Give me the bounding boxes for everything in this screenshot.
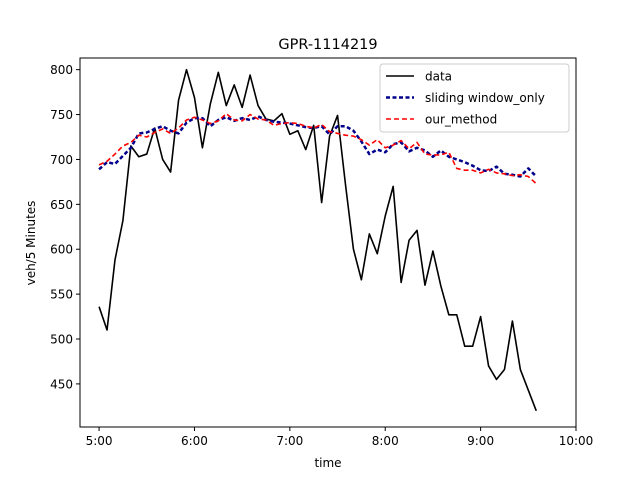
legend: data sliding window_only our_method [379, 63, 570, 133]
y-tick-label: 650 [50, 198, 73, 212]
y-tick-label: 550 [50, 288, 73, 302]
y-tick-label: 800 [50, 63, 73, 77]
y-tick-label: 450 [50, 377, 73, 391]
legend-label: our_method [425, 113, 497, 127]
x-tick-label: 6:00 [181, 434, 208, 448]
legend-box [379, 63, 570, 133]
series-line-data [98, 68, 538, 412]
x-tick-label: 7:00 [276, 434, 303, 448]
y-tick-label: 700 [50, 153, 73, 167]
chart-title: GPR-1114219 [278, 37, 377, 53]
x-tick-label: 10:00 [559, 434, 594, 448]
axes-frame [79, 57, 577, 428]
legend-label: data [425, 70, 452, 84]
y-tick-label: 750 [50, 108, 73, 122]
series-layer [98, 68, 538, 412]
legend-label: sliding window_only [425, 91, 545, 105]
y-axis-ticks: 450 500 550 600 650 700 750 800 [50, 63, 80, 391]
plot-area [79, 57, 577, 428]
legend-entries: data sliding window_only our_method [386, 70, 545, 127]
series-line-sliding-window-only [98, 115, 538, 178]
x-axis-ticks: 5:00 6:00 7:00 8:00 9:00 10:00 [86, 427, 594, 448]
y-tick-label: 500 [50, 333, 73, 347]
x-axis-title: time [314, 456, 341, 470]
x-tick-label: 8:00 [372, 434, 399, 448]
y-axis-title: veh/5 Minutes [24, 201, 38, 286]
y-tick-label: 600 [50, 243, 73, 257]
x-tick-label: 5:00 [86, 434, 113, 448]
series-line-our-method [98, 112, 537, 185]
x-tick-label: 9:00 [467, 434, 494, 448]
